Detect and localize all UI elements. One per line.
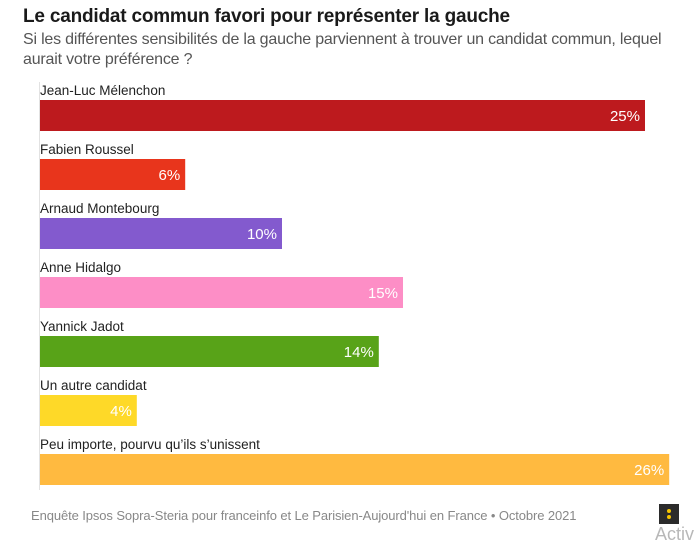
data-label: 4% [110,403,132,420]
dot [667,509,671,513]
bar[interactable] [40,454,670,485]
bar-row: Un autre candidat 4% [40,378,147,426]
bar[interactable] [40,218,282,249]
data-label: 15% [368,285,398,302]
data-label: 26% [634,462,664,479]
bar[interactable] [40,277,403,308]
category-label: Yannick Jadot [40,319,124,334]
vertical-dots-icon[interactable] [659,504,679,524]
category-label: Un autre candidat [40,378,147,393]
chart-title: Le candidat commun favori pour représent… [23,6,510,27]
bar-row: Arnaud Montebourg 10% [40,201,282,249]
category-label: Arnaud Montebourg [40,201,159,216]
bar-row: Yannick Jadot 14% [40,319,379,367]
category-label: Peu importe, pourvu qu’ils s’unissent [40,437,260,452]
data-label: 6% [159,167,181,184]
data-label: 10% [247,226,277,243]
watermark-text: Activ [655,524,695,544]
bar-chart: Jean-Luc Mélenchon 25% Fabien Roussel 6% Arn… [39,82,670,490]
category-label: Anne Hidalgo [40,260,121,275]
bar-row: Anne Hidalgo 15% [40,260,403,308]
bar[interactable] [40,159,186,190]
data-label: 25% [610,108,640,125]
bar[interactable] [40,336,379,367]
bar-row: Jean-Luc Mélenchon 25% [40,83,645,131]
bar[interactable] [40,100,645,131]
data-label: 14% [344,344,374,361]
category-label: Jean-Luc Mélenchon [40,83,165,98]
bar[interactable] [40,395,137,426]
dot [667,515,671,519]
category-label: Fabien Roussel [40,142,134,157]
bar-row: Fabien Roussel 6% [40,142,186,190]
chart-source: Enquête Ipsos Sopra-Steria pour francein… [31,508,577,523]
bar-row: Peu importe, pourvu qu’ils s’unissent 26% [40,437,670,485]
chart-subtitle: Si les différentes sensibilités de la ga… [23,31,662,68]
